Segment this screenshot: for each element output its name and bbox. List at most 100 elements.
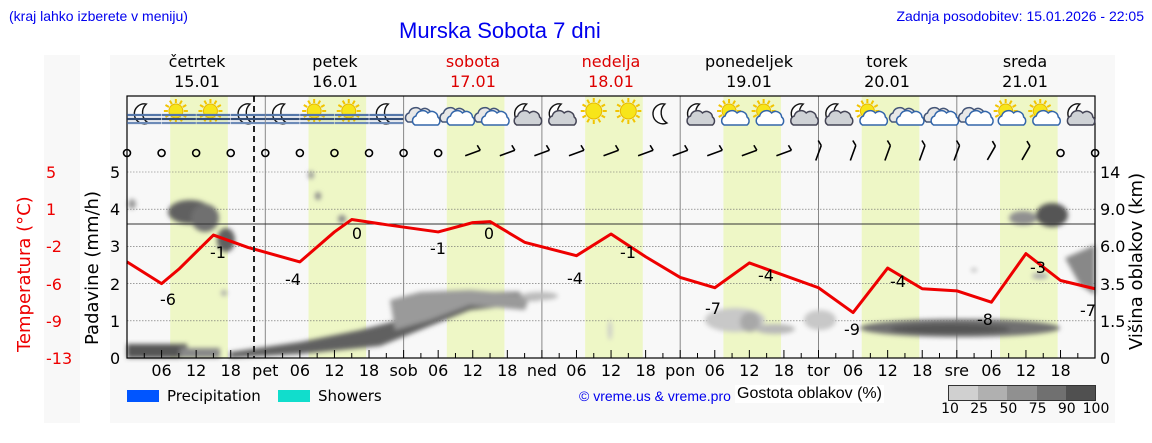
tick-label: 6.0 (1100, 237, 1126, 257)
x-axis-label: 06 (566, 361, 587, 380)
tick-label: 4 (110, 200, 121, 220)
density-swatch (949, 386, 979, 400)
wind-barb-icon (849, 145, 857, 161)
svg-text:-6: -6 (160, 290, 176, 309)
svg-text:0: 0 (484, 224, 494, 243)
density-swatch (1065, 386, 1096, 400)
sun-cloud-icon (855, 99, 889, 126)
svg-text:-1: -1 (430, 239, 446, 258)
x-axis-label: 06 (151, 361, 172, 380)
credits-link[interactable]: © vreme.us & vreme.pro (579, 388, 731, 404)
wind-barb-icon (918, 145, 926, 161)
x-axis-label: 18 (497, 361, 518, 380)
x-axis-label: 06 (704, 361, 725, 380)
x-axis-label: ned (526, 361, 557, 380)
cloudy-icon (957, 106, 994, 126)
density-level-label: 10 (941, 401, 959, 417)
precipitation-legend-label: Precipitation (167, 387, 261, 405)
wind-barb-icon (1021, 145, 1031, 161)
calm-wind-icon (157, 148, 166, 158)
temp-axis-panel (44, 55, 80, 423)
density-swatch (1036, 386, 1066, 400)
sun-fog-icon (196, 99, 231, 125)
x-axis-label: 18 (635, 361, 656, 380)
x-axis-label: 18 (358, 361, 380, 380)
tick-label: -9 (46, 311, 62, 331)
temperature-labels: -6 -1 -4 0 -1 0 -4 -1 -7 -4 -9 -4 -8 -3 -7 (160, 224, 1096, 339)
location-hint[interactable]: (kraj lahko izberete v meniju) (9, 8, 188, 24)
sun-fog-icon (161, 99, 196, 125)
moon-cloud-small-icon (548, 103, 577, 126)
calm-wind-icon (399, 148, 408, 158)
sun-cloud-icon (751, 99, 785, 126)
x-axis-ticks (143, 350, 1079, 358)
wind-barb-icon (741, 149, 758, 157)
showers-legend-label: Showers (318, 387, 382, 405)
wind-barb-icon (603, 149, 619, 157)
x-axis-label: pon (665, 361, 696, 380)
moon-icon (652, 103, 669, 125)
plot-frame (126, 95, 1096, 359)
tick-label: 0 (110, 349, 121, 368)
svg-text:-3: -3 (1030, 258, 1046, 277)
svg-text:0: 0 (352, 224, 362, 243)
x-axis-label: 18 (1050, 361, 1071, 380)
day-label-2: sobota 17.01 (445, 52, 501, 91)
tick-label: 1.5 (1100, 311, 1126, 331)
showers-swatch (278, 390, 310, 402)
svg-text:-8: -8 (977, 310, 993, 329)
svg-text:-1: -1 (210, 243, 226, 262)
svg-text:-7: -7 (1080, 301, 1096, 320)
svg-text:-4: -4 (567, 269, 583, 288)
gridlines (127, 171, 1095, 322)
cloudy-icon (404, 106, 441, 126)
tick-label: -6 (46, 274, 62, 294)
daylight-bands (170, 96, 1058, 358)
moon-fog-icon (369, 103, 404, 125)
sun-fog-icon (300, 99, 335, 125)
tick-label: 3.5 (1100, 274, 1126, 294)
tick-label: 0 (1100, 349, 1111, 368)
x-axis-label: 12 (877, 361, 898, 380)
calm-wind-icon (1090, 148, 1100, 158)
calm-wind-icon (364, 148, 374, 158)
sun-icon (580, 98, 607, 124)
cloudy-icon (473, 106, 510, 126)
tick-label: 9.0 (1100, 200, 1126, 220)
svg-text:-4: -4 (758, 266, 774, 285)
x-axis-label: sre (944, 361, 969, 380)
wind-barb-icon (672, 149, 688, 157)
day-label-0: četrtek 15.01 (168, 52, 226, 91)
calm-wind-icon (330, 148, 339, 158)
calm-wind-icon (433, 148, 443, 158)
density-level-label: 75 (1028, 401, 1047, 417)
density-level-label: 25 (970, 401, 989, 417)
wind-barb-icon (464, 149, 481, 157)
wind-barb-icon (534, 149, 550, 157)
day-label-3: nedelja 18.01 (581, 52, 641, 91)
wind-barb-icon (499, 149, 516, 157)
wind-barb-icon (986, 145, 997, 161)
sun-icon (615, 98, 642, 124)
moon-cloud-icon (513, 103, 543, 126)
tick-label: 1 (110, 311, 121, 331)
cloud-density-scale (948, 385, 1096, 401)
x-axis-label: 12 (185, 361, 207, 380)
tick-label: 5 (110, 163, 121, 182)
sun-cloud-icon (993, 99, 1027, 126)
moon-fog-icon (231, 103, 266, 125)
last-update: Zadnja posodobitev: 15.01.2026 - 22:05 (896, 8, 1144, 24)
moon-cloud-icon (1066, 103, 1096, 126)
x-axis-label: 12 (739, 361, 760, 380)
tick-label: 2 (110, 274, 121, 294)
day-label-6: sreda 21.01 (1002, 52, 1048, 91)
density-swatch (1007, 386, 1037, 400)
x-axis-label: 06 (842, 361, 864, 380)
wind-barb-icon (815, 145, 822, 161)
x-axis-label: pet (252, 361, 279, 380)
sun-fog-icon (334, 99, 369, 125)
cloud-density-legend-title: Gostota oblakov (%) (735, 385, 884, 403)
page-title: Murska Sobota 7 dni (399, 18, 601, 43)
x-axis-label: 12 (324, 361, 345, 380)
